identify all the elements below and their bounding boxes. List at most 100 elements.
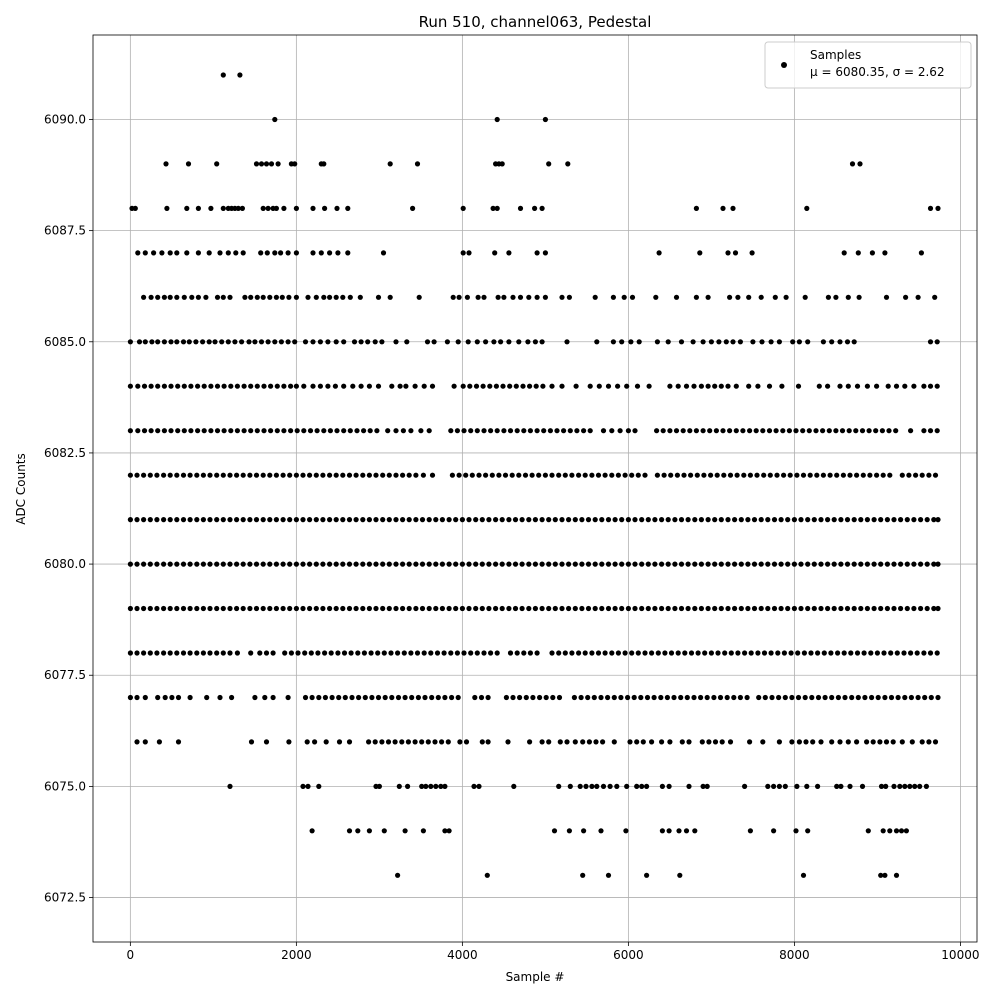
data-point bbox=[507, 428, 514, 434]
data-point bbox=[147, 561, 153, 567]
data-point bbox=[825, 383, 831, 389]
data-point bbox=[810, 739, 816, 745]
data-point bbox=[200, 517, 206, 523]
data-point bbox=[410, 205, 416, 211]
data-point bbox=[540, 383, 546, 389]
data-point bbox=[632, 605, 638, 612]
data-point bbox=[674, 472, 681, 478]
data-point bbox=[874, 383, 880, 389]
y-tick-label: 6090.0 bbox=[44, 112, 86, 126]
data-point bbox=[240, 472, 246, 478]
data-point bbox=[844, 561, 851, 567]
data-point bbox=[387, 161, 393, 167]
data-point bbox=[194, 472, 200, 478]
data-point bbox=[413, 561, 419, 567]
data-point bbox=[400, 472, 406, 478]
data-point bbox=[406, 605, 412, 612]
data-point bbox=[605, 517, 612, 523]
data-point bbox=[911, 605, 917, 612]
data-point bbox=[454, 428, 460, 434]
data-point bbox=[893, 872, 900, 878]
data-point bbox=[225, 250, 231, 256]
data-point bbox=[219, 339, 225, 345]
data-point bbox=[161, 472, 167, 478]
data-point bbox=[745, 517, 751, 523]
data-point bbox=[931, 605, 937, 612]
data-point bbox=[847, 472, 853, 478]
data-point bbox=[195, 383, 201, 389]
data-point bbox=[635, 472, 641, 478]
data-point bbox=[307, 517, 313, 523]
data-point bbox=[507, 383, 513, 389]
data-point bbox=[334, 205, 340, 211]
data-point bbox=[309, 694, 315, 701]
data-point bbox=[141, 383, 148, 389]
data-point bbox=[414, 161, 421, 167]
data-point bbox=[285, 250, 291, 256]
data-point bbox=[499, 161, 505, 167]
data-point bbox=[725, 517, 731, 523]
legend-series-label: Samples bbox=[810, 48, 861, 62]
data-point bbox=[847, 783, 853, 790]
data-point bbox=[346, 605, 353, 612]
data-point bbox=[480, 383, 486, 389]
data-point bbox=[336, 694, 342, 701]
data-point bbox=[293, 472, 299, 478]
data-point bbox=[208, 428, 214, 434]
data-point bbox=[493, 561, 499, 567]
data-point bbox=[765, 605, 771, 612]
data-point bbox=[464, 294, 470, 300]
data-point bbox=[816, 383, 822, 389]
data-point bbox=[446, 605, 452, 612]
data-point bbox=[720, 205, 726, 211]
data-point bbox=[755, 383, 761, 389]
data-point bbox=[360, 472, 366, 478]
data-point bbox=[741, 472, 747, 478]
data-point bbox=[829, 739, 835, 745]
data-point bbox=[161, 294, 167, 300]
data-point bbox=[444, 339, 450, 345]
data-point bbox=[698, 605, 705, 612]
data-point bbox=[365, 339, 371, 345]
data-point bbox=[361, 650, 367, 656]
data-point bbox=[472, 694, 478, 701]
data-point bbox=[871, 517, 877, 523]
data-point bbox=[902, 783, 908, 790]
data-point bbox=[639, 783, 645, 790]
data-point bbox=[175, 739, 182, 745]
data-point bbox=[161, 339, 167, 345]
data-point bbox=[851, 517, 857, 523]
data-point bbox=[728, 650, 734, 656]
data-point bbox=[366, 472, 372, 478]
data-point bbox=[717, 694, 724, 701]
data-point bbox=[240, 517, 246, 523]
data-point bbox=[505, 739, 511, 745]
data-point bbox=[519, 561, 525, 567]
data-point bbox=[254, 383, 260, 389]
data-point bbox=[476, 472, 482, 478]
data-point bbox=[439, 517, 445, 523]
data-point bbox=[672, 605, 678, 612]
data-point bbox=[837, 739, 843, 745]
data-point bbox=[332, 383, 338, 389]
data-point bbox=[692, 828, 698, 834]
data-point bbox=[453, 517, 459, 523]
data-point bbox=[307, 472, 313, 478]
data-point bbox=[878, 872, 884, 878]
data-point bbox=[268, 428, 274, 434]
data-point bbox=[325, 339, 331, 345]
data-point bbox=[857, 161, 863, 167]
data-point bbox=[490, 205, 496, 211]
data-point bbox=[502, 472, 509, 478]
data-point bbox=[375, 383, 382, 389]
data-point bbox=[316, 783, 322, 790]
data-point bbox=[227, 650, 233, 656]
data-point bbox=[808, 650, 814, 656]
data-point bbox=[207, 472, 213, 478]
data-point bbox=[533, 383, 539, 389]
data-point bbox=[168, 428, 174, 434]
data-point bbox=[400, 605, 406, 612]
data-point bbox=[855, 250, 861, 256]
data-point bbox=[864, 739, 870, 745]
